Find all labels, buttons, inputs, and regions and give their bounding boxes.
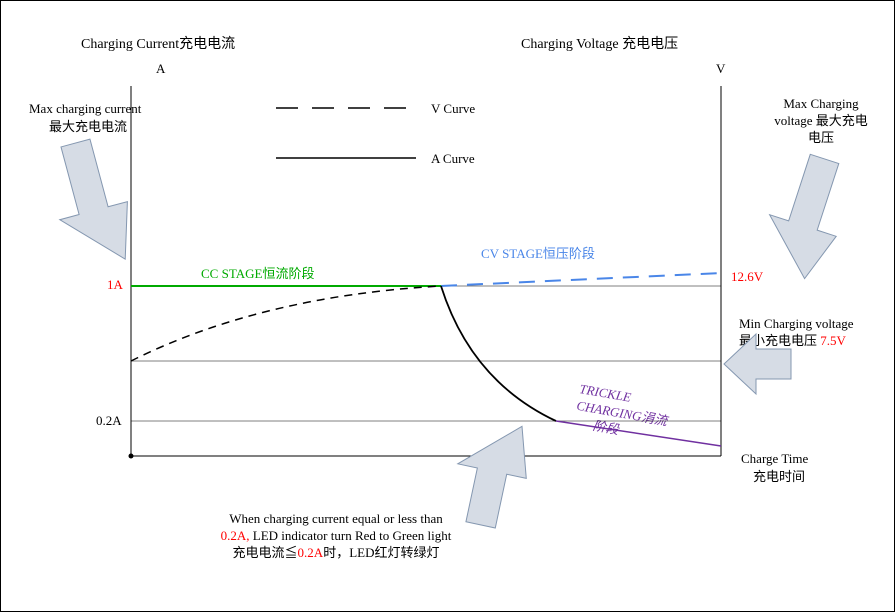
cv-line (441, 273, 721, 286)
arrow-min-voltage (724, 334, 791, 394)
diagram-container: Charging Current充电电流 Charging Voltage 充电… (0, 0, 895, 612)
arrow-max-current (42, 134, 142, 273)
a-curve-drop (441, 286, 556, 421)
arrow-footer (446, 415, 536, 532)
origin-dot (129, 454, 134, 459)
v-curve-rising (131, 286, 441, 361)
chart-svg (1, 1, 895, 613)
arrow-max-voltage (754, 148, 858, 284)
trickle-line (556, 421, 721, 446)
